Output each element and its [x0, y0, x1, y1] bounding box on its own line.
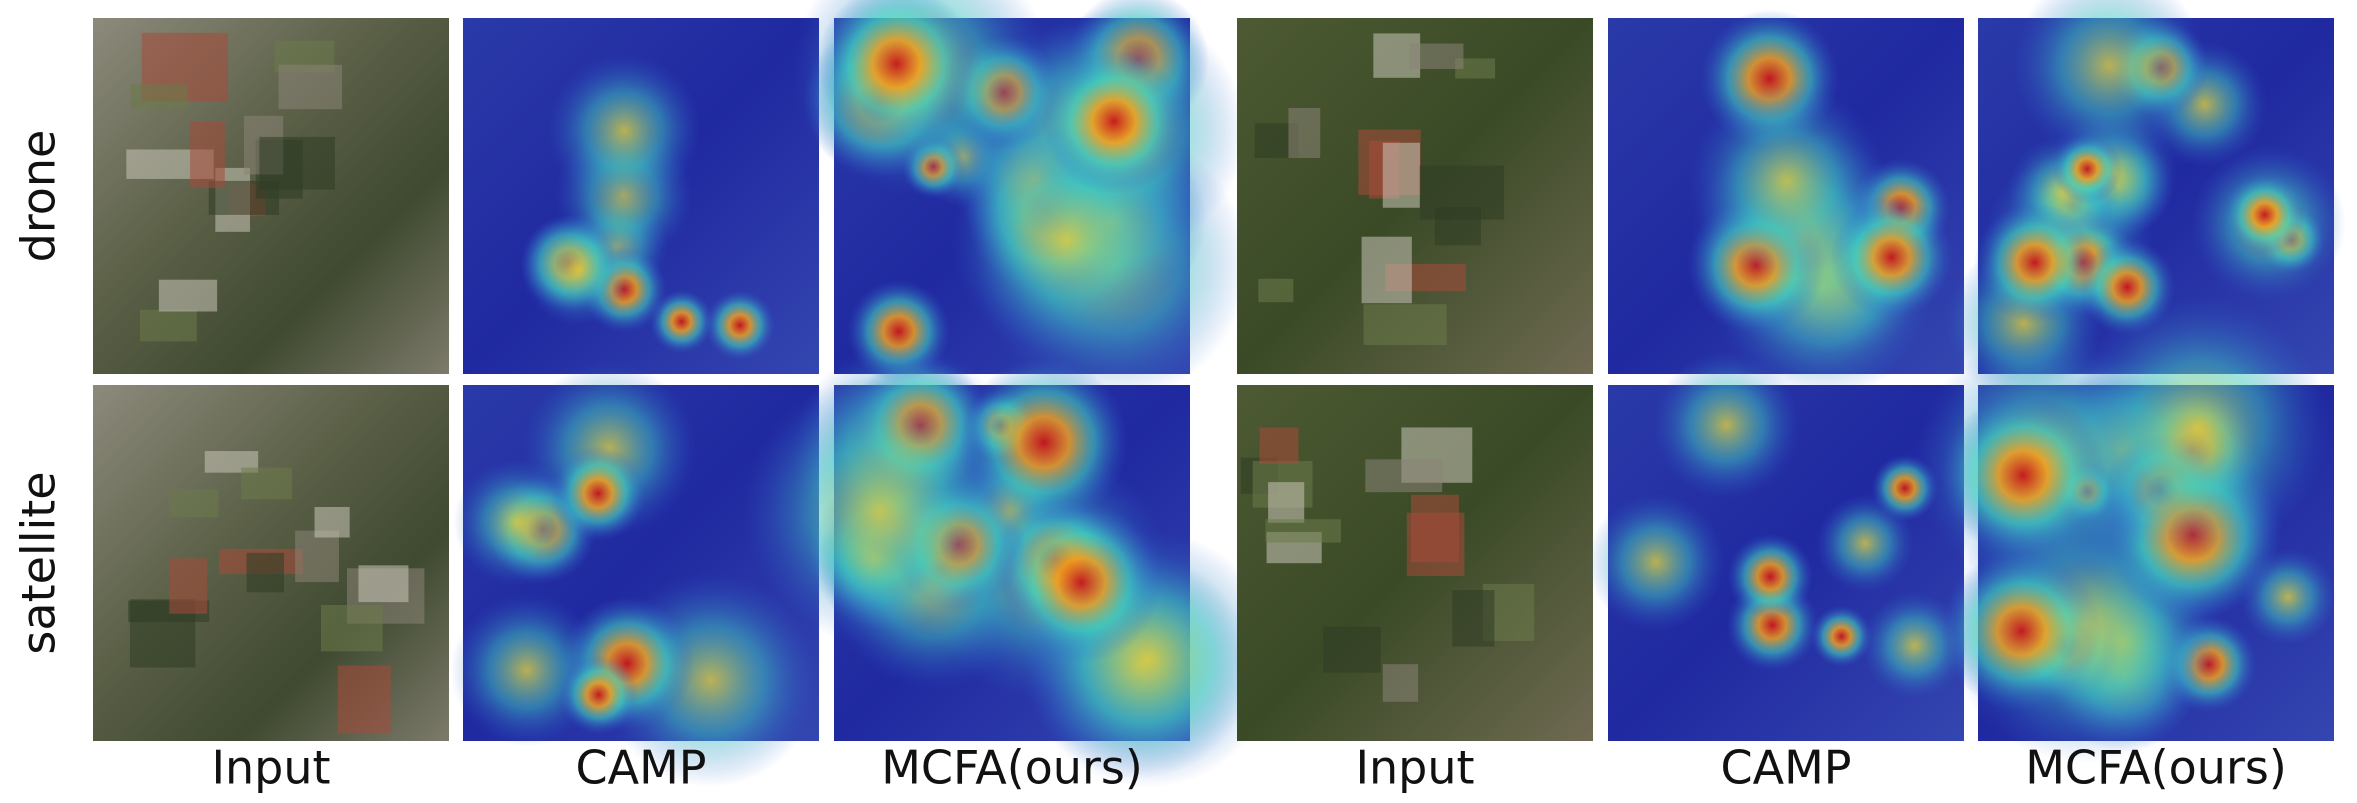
texture — [246, 552, 285, 593]
texture — [278, 64, 343, 110]
heat-blob — [1974, 202, 2096, 324]
heatmap-image — [450, 361, 819, 788]
row-label: satellite — [12, 471, 66, 654]
input-image — [93, 18, 449, 374]
heat-blob — [649, 289, 714, 354]
heat-blob — [547, 54, 702, 208]
texture — [130, 84, 188, 109]
heat-blob — [1000, 501, 1162, 663]
texture — [337, 665, 391, 733]
texture — [358, 565, 409, 603]
input-image — [93, 385, 449, 741]
labels: drone satellite Input CAMP MCFA(ours) Input CA… — [12, 130, 2287, 795]
texture — [1265, 519, 1341, 543]
texture — [190, 121, 225, 188]
heatmap-image — [1608, 9, 1964, 399]
texture — [1382, 142, 1420, 208]
texture — [158, 279, 218, 312]
texture — [1365, 459, 1443, 493]
heat-blob — [1830, 195, 1953, 319]
texture — [1409, 43, 1464, 70]
heat-blob — [1815, 494, 1915, 593]
texture — [1382, 664, 1419, 702]
heat-blob — [743, 374, 1016, 647]
texture — [1258, 278, 1294, 303]
heat-blob — [558, 655, 639, 735]
heat-blob — [1587, 493, 1725, 631]
texture — [314, 506, 350, 538]
column-label: CAMP — [1720, 741, 1851, 795]
heatmap-image — [1915, 295, 2337, 764]
texture — [1288, 107, 1321, 159]
input-image — [1237, 385, 1593, 741]
heat-blob — [521, 213, 635, 327]
heatmap-image — [792, 0, 1249, 402]
heat-blob — [453, 458, 581, 586]
texture — [295, 530, 339, 583]
heat-blob — [959, 357, 1129, 528]
heat-blob — [1688, 82, 1885, 279]
texture — [1419, 165, 1505, 220]
heat-blob — [1941, 550, 2102, 712]
texture — [259, 136, 335, 190]
heatmap-image — [463, 18, 819, 374]
texture — [241, 467, 292, 500]
texture — [140, 309, 197, 342]
texture — [204, 451, 259, 473]
heatmap-image — [743, 341, 1278, 788]
heat-blob — [2224, 174, 2306, 256]
input-image — [1237, 18, 1593, 374]
texture — [1455, 58, 1496, 79]
column-label: Input — [1355, 741, 1474, 795]
column-label: MCFA(ours) — [881, 741, 1143, 795]
texture — [169, 489, 219, 518]
texture — [321, 604, 383, 652]
heat-blob — [1041, 49, 1187, 194]
heat-blob — [1861, 592, 1968, 699]
texture — [1406, 512, 1465, 577]
column-label: Input — [211, 741, 330, 795]
column-label: MCFA(ours) — [2025, 741, 2287, 795]
texture — [1452, 590, 1495, 647]
image-grid — [93, 0, 2346, 788]
row-label: drone — [12, 130, 66, 263]
texture — [1323, 626, 1381, 673]
heat-blob — [1652, 351, 1800, 499]
heatmap-image — [1587, 351, 1968, 741]
column-label: CAMP — [575, 741, 706, 795]
heat-blob — [704, 289, 776, 361]
texture — [1363, 304, 1447, 346]
heat-blob — [1940, 393, 2106, 558]
texture — [1361, 236, 1412, 304]
texture — [1259, 427, 1299, 465]
texture — [169, 558, 208, 614]
heat-blob — [1727, 533, 1814, 620]
heat-blob — [816, 0, 977, 144]
heat-blob — [1810, 605, 1873, 668]
heat-blob — [2012, 0, 2207, 163]
heat-blob — [2067, 295, 2331, 559]
texture — [1268, 482, 1305, 523]
